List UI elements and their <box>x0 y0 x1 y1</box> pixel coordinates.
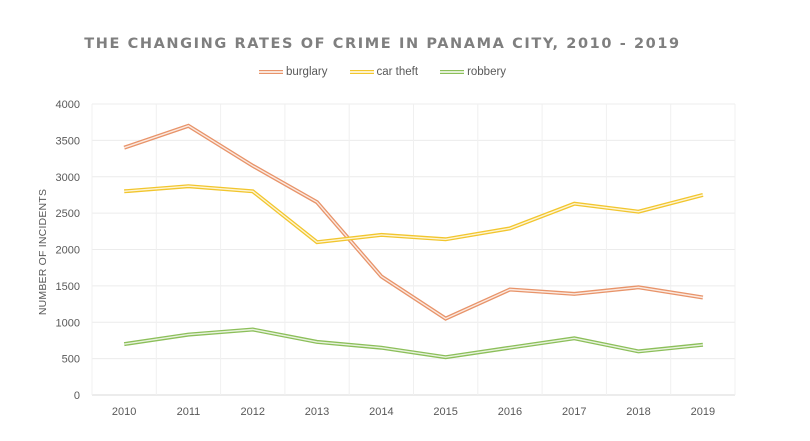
y-tick-label: 1500 <box>56 281 80 293</box>
x-tick-label: 2019 <box>691 406 715 418</box>
chart-title: THE CHANGING RATES OF CRIME IN PANAMA CI… <box>84 36 681 52</box>
y-tick-label: 2000 <box>56 245 80 257</box>
x-tick-label: 2017 <box>562 406 586 418</box>
y-tick-label: 4000 <box>56 99 80 111</box>
y-tick-label: 3000 <box>56 172 80 184</box>
legend-item-burglary: burglary <box>258 66 328 78</box>
series-car-theft <box>124 184 704 245</box>
y-tick-labels: 0 500 1000 1500 2000 2500 3000 3500 4000 <box>56 99 80 402</box>
legend-swatch-burglary <box>258 70 283 74</box>
series-line-inner <box>124 328 703 358</box>
series-line-inner <box>124 185 704 243</box>
y-tick-label: 3500 <box>56 135 80 147</box>
legend-label-car-theft: car theft <box>376 66 419 78</box>
x-tick-label: 2010 <box>112 406 136 418</box>
x-tick-label: 2011 <box>177 406 201 418</box>
x-tick-label: 2013 <box>305 406 329 418</box>
legend-item-robbery: robbery <box>440 66 506 78</box>
x-tick-label: 2015 <box>433 406 457 418</box>
series-lines <box>123 123 704 360</box>
x-tick-labels: 2010 2011 2012 2013 2014 2015 2016 2017 2018 2019 <box>112 406 715 418</box>
y-tick-label: 0 <box>74 390 80 402</box>
y-tick-label: 2500 <box>56 208 80 220</box>
x-tick-label: 2018 <box>626 406 650 418</box>
legend-swatch-car-theft <box>349 70 374 74</box>
x-tick-label: 2016 <box>498 406 522 418</box>
legend-swatch-robbery <box>440 70 465 74</box>
legend: burglary car theft robbery <box>0 66 765 78</box>
legend-item-car-theft: car theft <box>349 66 419 78</box>
legend-label-robbery: robbery <box>467 66 507 78</box>
y-tick-label: 1000 <box>56 317 80 329</box>
series-line-inner <box>123 125 704 320</box>
x-tick-label: 2012 <box>241 406 265 418</box>
x-tick-label: 2014 <box>369 406 393 418</box>
legend-label-burglary: burglary <box>285 66 328 78</box>
y-tick-label: 500 <box>62 354 80 366</box>
gridlines <box>91 103 736 396</box>
series-burglary <box>123 123 704 321</box>
series-robbery <box>123 327 704 360</box>
